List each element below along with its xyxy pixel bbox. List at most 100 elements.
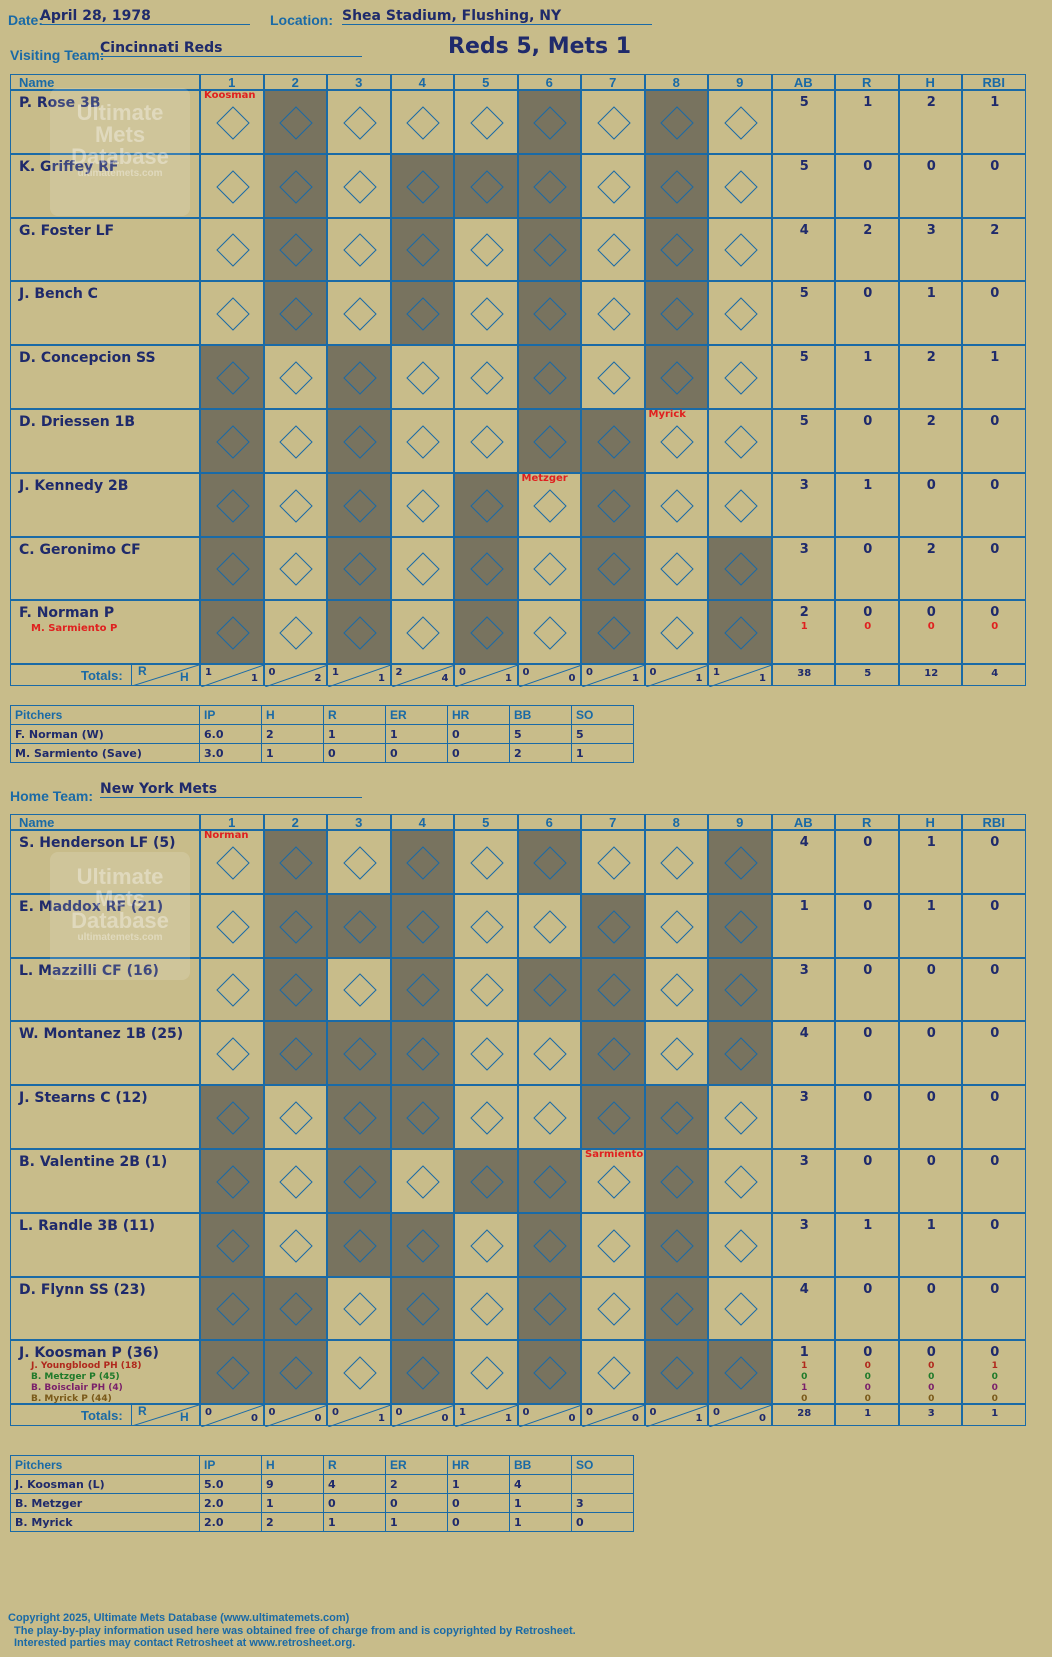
inning-cell xyxy=(517,153,581,218)
total-stat-cell: 1 xyxy=(962,1404,1026,1427)
stat-value: 1 xyxy=(926,1217,936,1233)
stat-cell: 3 xyxy=(898,217,962,282)
stat-value: 0 xyxy=(926,1090,936,1106)
total-stat-cell: 4 xyxy=(962,664,1026,687)
stat-value: 1 xyxy=(863,350,873,366)
inning-hits: 0 xyxy=(632,1413,639,1425)
pitcher-stat: 6.0 xyxy=(199,724,262,744)
diamond-icon xyxy=(724,1356,758,1390)
diamond-icon xyxy=(216,616,250,650)
inning-cell xyxy=(200,472,264,537)
stat-cell: 0 xyxy=(898,153,962,218)
player-name: J. Bench C xyxy=(19,286,98,303)
pitcher-stat: 0 xyxy=(385,1493,448,1513)
substitute-stat: 0 xyxy=(864,1383,871,1394)
pitching-header: IP xyxy=(199,1455,262,1475)
inning-cell xyxy=(581,1340,645,1405)
pitcher-stat: 1 xyxy=(323,724,386,744)
pitching-header: BB xyxy=(509,1455,572,1475)
column-header: 5 xyxy=(454,814,518,830)
pitcher-stat: 2 xyxy=(509,743,572,763)
inning-cell xyxy=(263,536,327,601)
pitcher-name: B. Metzger xyxy=(10,1493,200,1513)
player-name: D. Driessen 1B xyxy=(19,414,136,430)
player-name: G. Foster LF xyxy=(19,222,115,239)
pitcher-row: J. Koosman (L) 5.0 9 4 2 1 4 xyxy=(10,1474,634,1494)
diamond-icon xyxy=(597,488,631,523)
substitute-stat: 0 xyxy=(991,621,999,633)
inning-cell xyxy=(644,409,708,473)
inning-runs: 0 xyxy=(522,667,530,679)
column-header: Name xyxy=(10,814,200,830)
diamond-icon xyxy=(216,361,250,395)
column-header: 6 xyxy=(517,74,581,90)
stat-cell: 0 xyxy=(835,536,899,601)
stat-cell: 1 xyxy=(835,345,899,409)
inning-cell xyxy=(390,1149,454,1213)
stat-cell: 0 xyxy=(962,153,1026,218)
pitcher-stat: 1 xyxy=(385,724,448,744)
stat-value: 2 xyxy=(926,541,936,557)
player-name: J. Stearns C (12) xyxy=(19,1090,148,1107)
diamond-icon xyxy=(279,1037,313,1071)
inning-cell xyxy=(327,472,391,537)
location-value: Shea Stadium, Flushing, NY xyxy=(342,8,652,25)
watermark-logo: Ultimate Mets Database ultimatemets.com xyxy=(50,852,190,980)
diamond-icon xyxy=(533,106,567,140)
stat-value: 3 xyxy=(799,477,809,493)
inning-cell xyxy=(390,1340,454,1405)
inning-cell xyxy=(644,472,708,537)
inning-runs: 2 xyxy=(395,667,403,679)
substitute-stat: 0 xyxy=(928,1394,935,1405)
inning-hits: 1 xyxy=(695,1413,703,1425)
diamond-icon xyxy=(406,846,440,880)
inning-cell xyxy=(517,345,581,409)
inning-cell xyxy=(644,893,708,958)
player-name: E. Maddox RF (21) xyxy=(19,898,164,915)
column-header: 4 xyxy=(390,74,454,90)
diamond-icon xyxy=(470,1292,504,1327)
pitcher-change-note: Myrick xyxy=(648,409,686,420)
diamond-icon xyxy=(597,361,631,395)
total-stat-value: 1 xyxy=(864,1408,872,1420)
diamond-icon xyxy=(216,169,250,204)
column-header: 5 xyxy=(454,74,518,90)
inning-runs: 0 xyxy=(522,1407,530,1419)
pitcher-name: F. Norman (W) xyxy=(10,724,200,744)
inning-cell xyxy=(263,345,327,409)
total-stat-cell: 12 xyxy=(898,664,962,687)
home-pitching-table: Pitchers IP H R ER HR BB SO J. Koosman (L) 5.0 9 4 2… xyxy=(10,1455,634,1532)
pitcher-row: M. Sarmiento (Save) 3.0 1 0 0 0 2 1 xyxy=(10,743,634,763)
inning-cell xyxy=(390,217,454,282)
pitcher-stat: 5.0 xyxy=(199,1474,262,1494)
pitcher-row: B. Myrick 2.0 2 1 1 0 1 0 xyxy=(10,1512,634,1532)
inning-cell xyxy=(390,600,454,665)
substitute-stat: 0 xyxy=(864,621,872,633)
inning-cell xyxy=(390,1085,454,1149)
diamond-icon xyxy=(660,297,694,331)
inning-cell xyxy=(327,1212,391,1277)
rh-divider-icon xyxy=(582,665,645,688)
inning-cell xyxy=(581,472,645,537)
diamond-icon xyxy=(533,1292,567,1327)
player-cell: L. Mazzilli CF (16) xyxy=(10,957,200,1022)
stat-cell: 2 xyxy=(898,536,962,601)
pitcher-stat: 1 xyxy=(571,743,634,763)
inning-cell xyxy=(454,830,518,894)
inning-cell xyxy=(644,536,708,601)
inning-cell xyxy=(200,281,264,346)
stat-value: 0 xyxy=(863,1154,873,1169)
rh-divider-icon xyxy=(328,665,391,688)
pitching-header: ER xyxy=(385,1455,448,1475)
stat-value: 0 xyxy=(990,1345,1000,1361)
stat-cell: 1 xyxy=(835,90,899,154)
inning-cell xyxy=(390,893,454,958)
diamond-icon xyxy=(216,1228,250,1263)
